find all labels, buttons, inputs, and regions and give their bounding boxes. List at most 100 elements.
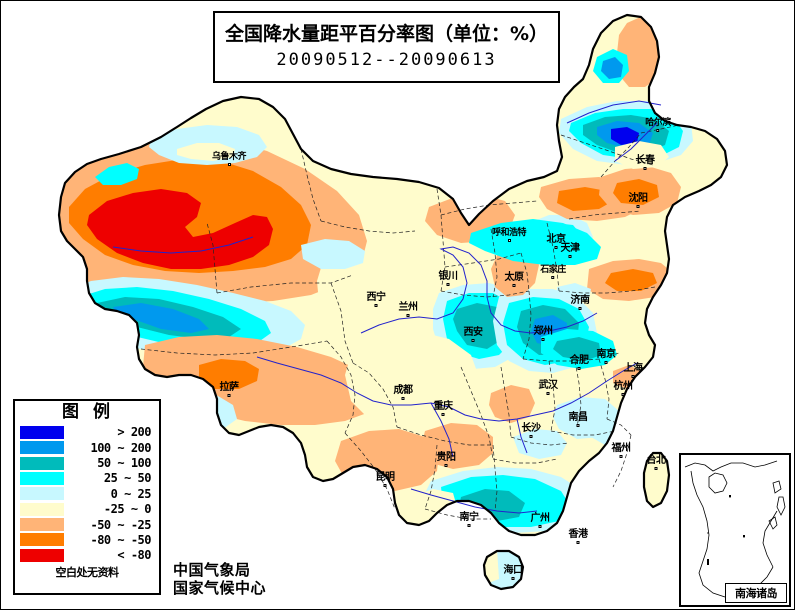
legend-range-label: 25 ~ 50: [103, 471, 152, 486]
region-fill-nxj-cyan: [95, 163, 139, 185]
city-name: 石家庄: [540, 265, 566, 275]
city-name: 长沙: [521, 423, 542, 434]
city-name: 昆明: [375, 472, 396, 483]
anomaly-fill-layer: [59, 15, 727, 535]
city-label: 西宁: [367, 293, 386, 307]
city-marker-icon: [643, 167, 647, 170]
region-fill-shandong-orange: [605, 269, 657, 291]
city-marker-icon: [541, 338, 545, 341]
city-label: 海口: [504, 566, 523, 580]
date-range-subtitle: 20090512--20090613: [276, 50, 497, 71]
region-fill-tarim-red: [87, 189, 273, 269]
city-label: 天津: [561, 244, 580, 258]
attribution: 中国气象局 国家气候中心: [173, 561, 266, 598]
city-label: 哈尔滨: [645, 119, 671, 132]
city-label: 广州: [531, 514, 550, 528]
city-label: 福州: [612, 444, 631, 458]
city-name: 南昌: [568, 412, 589, 423]
city-marker-icon: [512, 284, 516, 287]
region-fill-urumqi-yellow: [177, 143, 235, 161]
attribution-line-1: 中国气象局: [173, 561, 251, 579]
city-label: 昆明: [376, 473, 395, 487]
legend-range-label: -50 ~ -25: [90, 517, 151, 532]
city-name: 西安: [463, 327, 484, 338]
national-border-layer: [57, 13, 729, 591]
region-fill-anhui-teal: [553, 337, 601, 361]
city-label: 合肥: [570, 356, 589, 370]
city-label: 沈阳: [629, 194, 648, 208]
city-name: 太原: [504, 272, 525, 283]
region-fill-shenyang-orange: [613, 179, 659, 205]
city-name: 广州: [530, 513, 551, 524]
city-label: 台北: [647, 456, 666, 470]
city-marker-icon: [507, 239, 511, 242]
city-name: 兰州: [398, 302, 419, 313]
legend-row: 25 ~ 50: [19, 471, 155, 486]
legend-color-swatch: [20, 548, 64, 562]
region-fill-lhasa-orange: [199, 359, 259, 389]
city-label: 武汉: [539, 381, 558, 395]
legend-range-label: 50 ~ 100: [97, 456, 151, 471]
city-marker-icon: [619, 455, 623, 458]
legend-range-label: 100 ~ 200: [90, 440, 151, 455]
city-marker-icon: [444, 464, 448, 467]
city-name: 台北: [646, 455, 667, 466]
city-label: 拉萨: [220, 383, 239, 397]
region-fill-hunan-light-orange: [489, 385, 535, 423]
city-label: 贵阳: [437, 453, 456, 467]
region-fill-ne-darkblue: [611, 127, 639, 145]
legend-row: 50 ~ 100: [19, 455, 155, 470]
legend-row: 0 ~ 25: [19, 486, 155, 501]
city-label: 银川: [439, 272, 458, 286]
city-marker-icon: [374, 304, 378, 307]
city-label: 济南: [571, 296, 590, 310]
city-name: 长春: [635, 155, 656, 166]
region-fill-gansu-yellow: [317, 251, 461, 343]
city-marker-icon: [621, 393, 625, 396]
city-marker-icon: [568, 255, 572, 258]
legend-row: 100 ~ 200: [19, 440, 155, 455]
city-name: 贵阳: [436, 452, 457, 463]
city-marker-icon: [401, 397, 405, 400]
city-name: 天津: [560, 243, 581, 254]
city-name: 乌鲁木齐: [211, 152, 247, 162]
city-label: 长春: [636, 156, 655, 170]
city-label: 重庆: [434, 402, 453, 416]
page-title: 全国降水量距平百分率图（单位：%）: [224, 22, 549, 45]
region-fill-shanxi-orange-core: [501, 255, 529, 287]
region-fill-tibet-blue: [113, 303, 209, 333]
city-label: 南宁: [460, 513, 479, 527]
inset-label: 南海诸岛: [725, 583, 787, 603]
legend: 图例 > 200 100 ~ 200 50 ~ 100 25 ~ 50 0 ~ 25 -2…: [13, 399, 161, 595]
city-marker-icon: [551, 276, 555, 279]
city-label: 成都: [394, 386, 413, 400]
city-name: 银川: [438, 271, 459, 282]
city-name: 杭州: [613, 381, 634, 392]
legend-color-swatch: [20, 502, 64, 516]
legend-color-swatch: [20, 441, 64, 455]
city-marker-icon: [554, 246, 558, 249]
legend-row: -50 ~ -25: [19, 517, 155, 532]
region-fill-jinan-pale: [557, 283, 591, 303]
region-fill-neimenggu-e-cyan: [469, 219, 601, 265]
legend-color-swatch: [20, 518, 64, 532]
legend-color-swatch: [20, 456, 64, 470]
attribution-line-2: 国家气候中心: [173, 579, 267, 598]
city-marker-icon: [441, 413, 445, 416]
legend-title: 图例: [62, 402, 124, 422]
legend-color-swatch: [20, 471, 64, 485]
river-layer: [112, 100, 662, 514]
city-name: 北京: [546, 234, 567, 245]
city-marker-icon: [471, 339, 475, 342]
city-name: 海口: [503, 565, 524, 576]
city-name: 南京: [596, 349, 617, 360]
region-fill-guizhou-light-orange: [421, 423, 493, 469]
city-label: 西安: [464, 328, 483, 342]
legend-range-label: -25 ~ 0: [103, 502, 152, 517]
city-name: 哈尔滨: [645, 118, 671, 128]
legend-row: < -80: [19, 548, 155, 563]
city-marker-icon: [538, 525, 542, 528]
city-name: 郑州: [533, 326, 554, 337]
